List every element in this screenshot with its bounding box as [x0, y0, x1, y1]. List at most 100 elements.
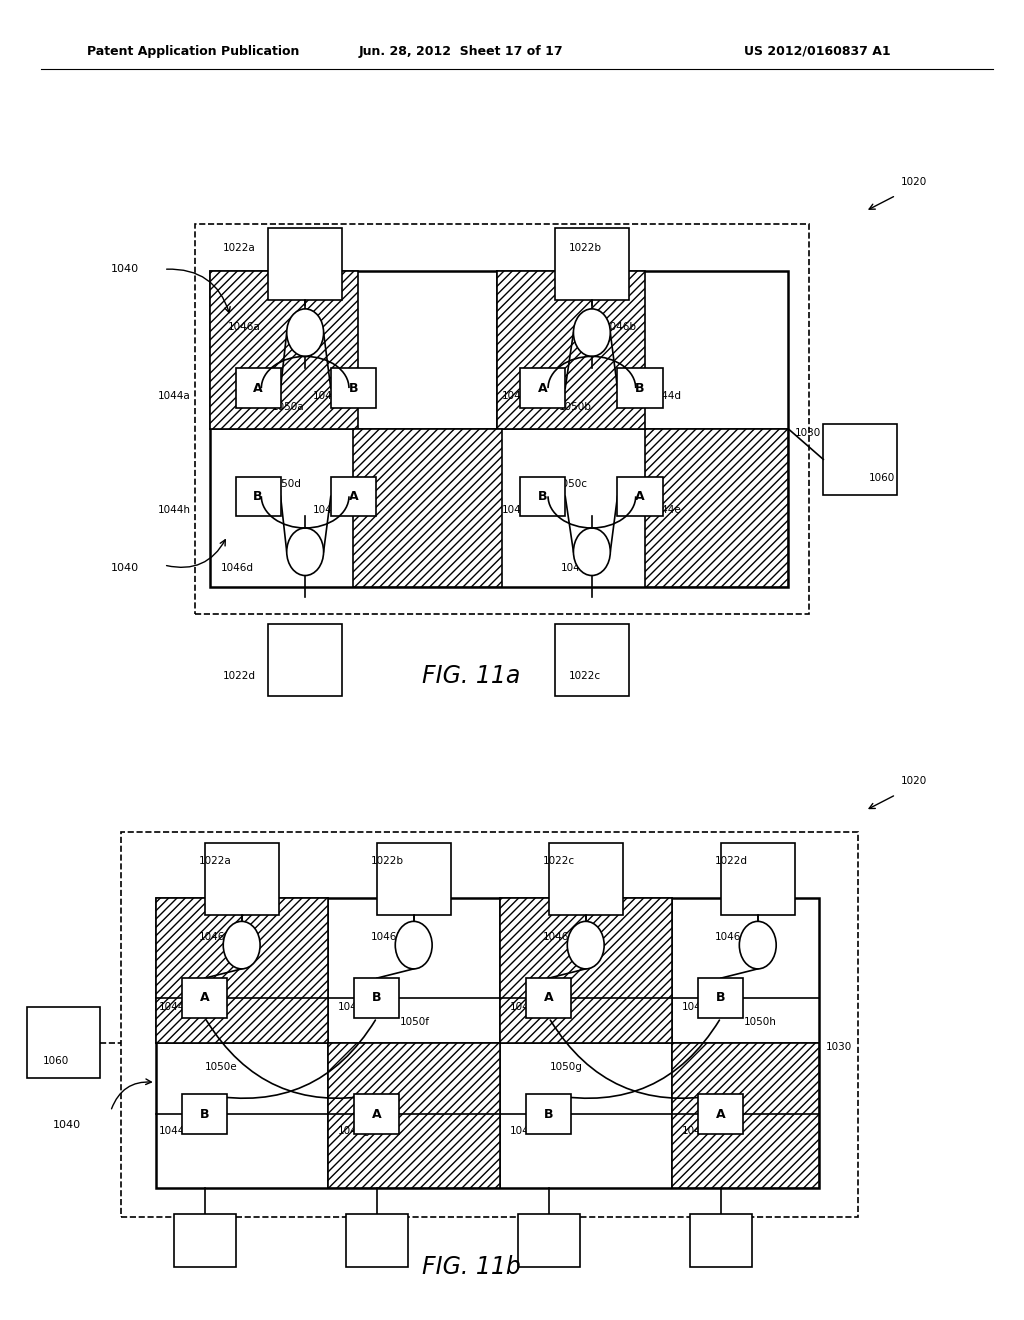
- Text: 1044c: 1044c: [510, 1002, 542, 1012]
- Bar: [354, 978, 399, 1018]
- Text: 1022d: 1022d: [715, 855, 748, 866]
- Text: B: B: [200, 1107, 210, 1121]
- Bar: [497, 271, 645, 429]
- Bar: [121, 832, 858, 1217]
- Text: A: A: [200, 991, 210, 1005]
- Text: A: A: [372, 1107, 382, 1121]
- Text: B: B: [544, 1107, 554, 1121]
- Text: A: A: [253, 381, 263, 395]
- Text: 1044b: 1044b: [312, 391, 345, 401]
- Bar: [645, 429, 788, 587]
- Bar: [526, 978, 571, 1018]
- Text: 1044e: 1044e: [682, 1126, 715, 1137]
- Text: 1044f: 1044f: [502, 504, 531, 515]
- Bar: [346, 1214, 408, 1267]
- Circle shape: [287, 309, 324, 356]
- Bar: [617, 477, 663, 516]
- Circle shape: [223, 921, 260, 969]
- Bar: [182, 1094, 227, 1134]
- Text: 1044e: 1044e: [649, 504, 682, 515]
- Text: 1044d: 1044d: [682, 1002, 715, 1012]
- Bar: [331, 368, 376, 408]
- Text: 1046d: 1046d: [715, 932, 748, 942]
- Text: 1050e: 1050e: [205, 1061, 238, 1072]
- Bar: [672, 1043, 819, 1188]
- Text: 1046b: 1046b: [604, 322, 637, 333]
- Text: 1044a: 1044a: [158, 391, 190, 401]
- Bar: [328, 1043, 500, 1188]
- Bar: [236, 368, 281, 408]
- Bar: [182, 978, 227, 1018]
- Bar: [520, 368, 565, 408]
- Text: 1022c: 1022c: [543, 855, 574, 866]
- Circle shape: [287, 528, 324, 576]
- Text: 1022a: 1022a: [223, 243, 256, 253]
- Bar: [549, 843, 623, 915]
- Text: 1050g: 1050g: [550, 1061, 583, 1072]
- Text: 1022d: 1022d: [223, 671, 256, 681]
- Text: 1044c: 1044c: [502, 391, 534, 401]
- Bar: [526, 1094, 571, 1134]
- Text: 1022c: 1022c: [568, 671, 600, 681]
- Text: B: B: [372, 991, 382, 1005]
- Bar: [520, 477, 565, 516]
- Text: 1044a: 1044a: [159, 1002, 191, 1012]
- Text: FIG. 11a: FIG. 11a: [422, 664, 520, 688]
- Text: 1040: 1040: [111, 264, 138, 275]
- Bar: [690, 1214, 752, 1267]
- Bar: [205, 843, 279, 915]
- Circle shape: [573, 528, 610, 576]
- Text: 1044b: 1044b: [338, 1002, 371, 1012]
- Bar: [27, 1007, 100, 1078]
- Text: Patent Application Publication: Patent Application Publication: [87, 45, 299, 58]
- Text: 1050d: 1050d: [269, 479, 302, 490]
- Bar: [210, 271, 358, 429]
- Circle shape: [739, 921, 776, 969]
- Bar: [617, 368, 663, 408]
- Circle shape: [573, 309, 610, 356]
- Text: 1046a: 1046a: [199, 932, 231, 942]
- Text: A: A: [635, 490, 645, 503]
- Text: B: B: [253, 490, 263, 503]
- Text: 1044h: 1044h: [158, 504, 190, 515]
- Bar: [698, 978, 743, 1018]
- Bar: [156, 898, 819, 1188]
- Text: 1046b: 1046b: [371, 932, 403, 942]
- Text: 1022b: 1022b: [568, 243, 601, 253]
- Text: 1044h: 1044h: [159, 1126, 191, 1137]
- Text: A: A: [348, 490, 358, 503]
- Text: 1040: 1040: [53, 1119, 81, 1130]
- Bar: [353, 429, 502, 587]
- Text: A: A: [538, 381, 548, 395]
- Circle shape: [567, 921, 604, 969]
- Text: Jun. 28, 2012  Sheet 17 of 17: Jun. 28, 2012 Sheet 17 of 17: [358, 45, 563, 58]
- Text: 1022a: 1022a: [199, 855, 231, 866]
- Text: B: B: [348, 381, 358, 395]
- Text: US 2012/0160837 A1: US 2012/0160837 A1: [744, 45, 891, 58]
- Bar: [555, 228, 629, 300]
- Bar: [354, 1094, 399, 1134]
- Text: A: A: [716, 1107, 726, 1121]
- Text: 1020: 1020: [901, 776, 928, 787]
- Bar: [268, 228, 342, 300]
- Text: B: B: [716, 991, 726, 1005]
- Text: 1022b: 1022b: [371, 855, 403, 866]
- Text: 1050a: 1050a: [271, 401, 304, 412]
- Text: 1044g: 1044g: [312, 504, 345, 515]
- Circle shape: [395, 921, 432, 969]
- Text: 1044g: 1044g: [338, 1126, 371, 1137]
- Bar: [823, 424, 897, 495]
- Text: 1030: 1030: [795, 428, 821, 438]
- Bar: [555, 624, 629, 696]
- Bar: [268, 624, 342, 696]
- Text: 1020: 1020: [901, 177, 928, 187]
- Bar: [721, 843, 795, 915]
- Text: B: B: [635, 381, 645, 395]
- Bar: [331, 477, 376, 516]
- Text: 1050b: 1050b: [559, 401, 592, 412]
- Text: 1044f: 1044f: [510, 1126, 540, 1137]
- Bar: [210, 271, 788, 587]
- Text: 1046d: 1046d: [221, 562, 254, 573]
- Bar: [236, 477, 281, 516]
- Text: 1046c: 1046c: [561, 562, 593, 573]
